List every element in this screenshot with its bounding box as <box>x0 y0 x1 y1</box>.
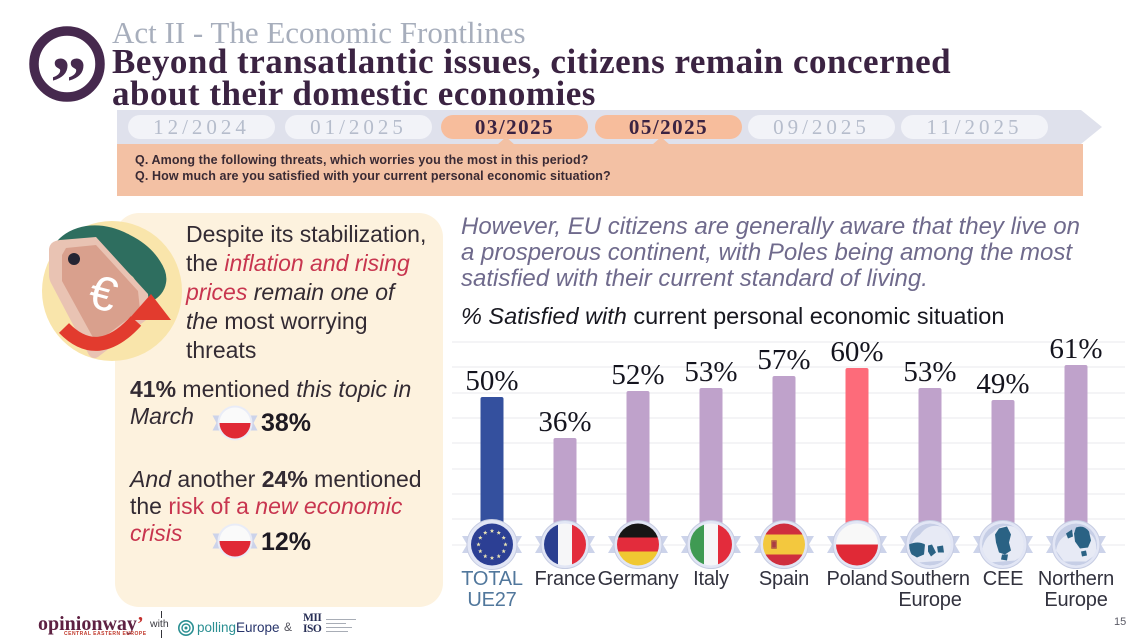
svg-text:Europe: Europe <box>1044 589 1107 611</box>
svg-text:36%: 36% <box>538 406 591 438</box>
svg-text:Italy: Italy <box>693 568 729 590</box>
svg-text:Europe: Europe <box>898 589 961 611</box>
svg-text:61%: 61% <box>1049 333 1102 365</box>
svg-text:Poland: Poland <box>826 568 887 590</box>
svg-text:CEE: CEE <box>983 568 1024 590</box>
svg-text:52%: 52% <box>611 359 664 391</box>
svg-text:”: ” <box>50 42 88 102</box>
svg-text:49%: 49% <box>976 368 1029 400</box>
svg-text:Southern: Southern <box>890 568 970 590</box>
svg-text:50%: 50% <box>465 365 518 397</box>
svg-text:Northern: Northern <box>1038 568 1114 590</box>
svg-text:60%: 60% <box>830 336 883 368</box>
svg-text:53%: 53% <box>903 356 956 388</box>
svg-text:57%: 57% <box>757 344 810 376</box>
svg-text:53%: 53% <box>684 356 737 388</box>
svg-text:Germany: Germany <box>598 568 679 590</box>
svg-text:TOTAL: TOTAL <box>461 568 523 590</box>
svg-text:France: France <box>534 568 595 590</box>
svg-text:UE27: UE27 <box>467 589 516 611</box>
svg-text:Spain: Spain <box>759 568 809 590</box>
